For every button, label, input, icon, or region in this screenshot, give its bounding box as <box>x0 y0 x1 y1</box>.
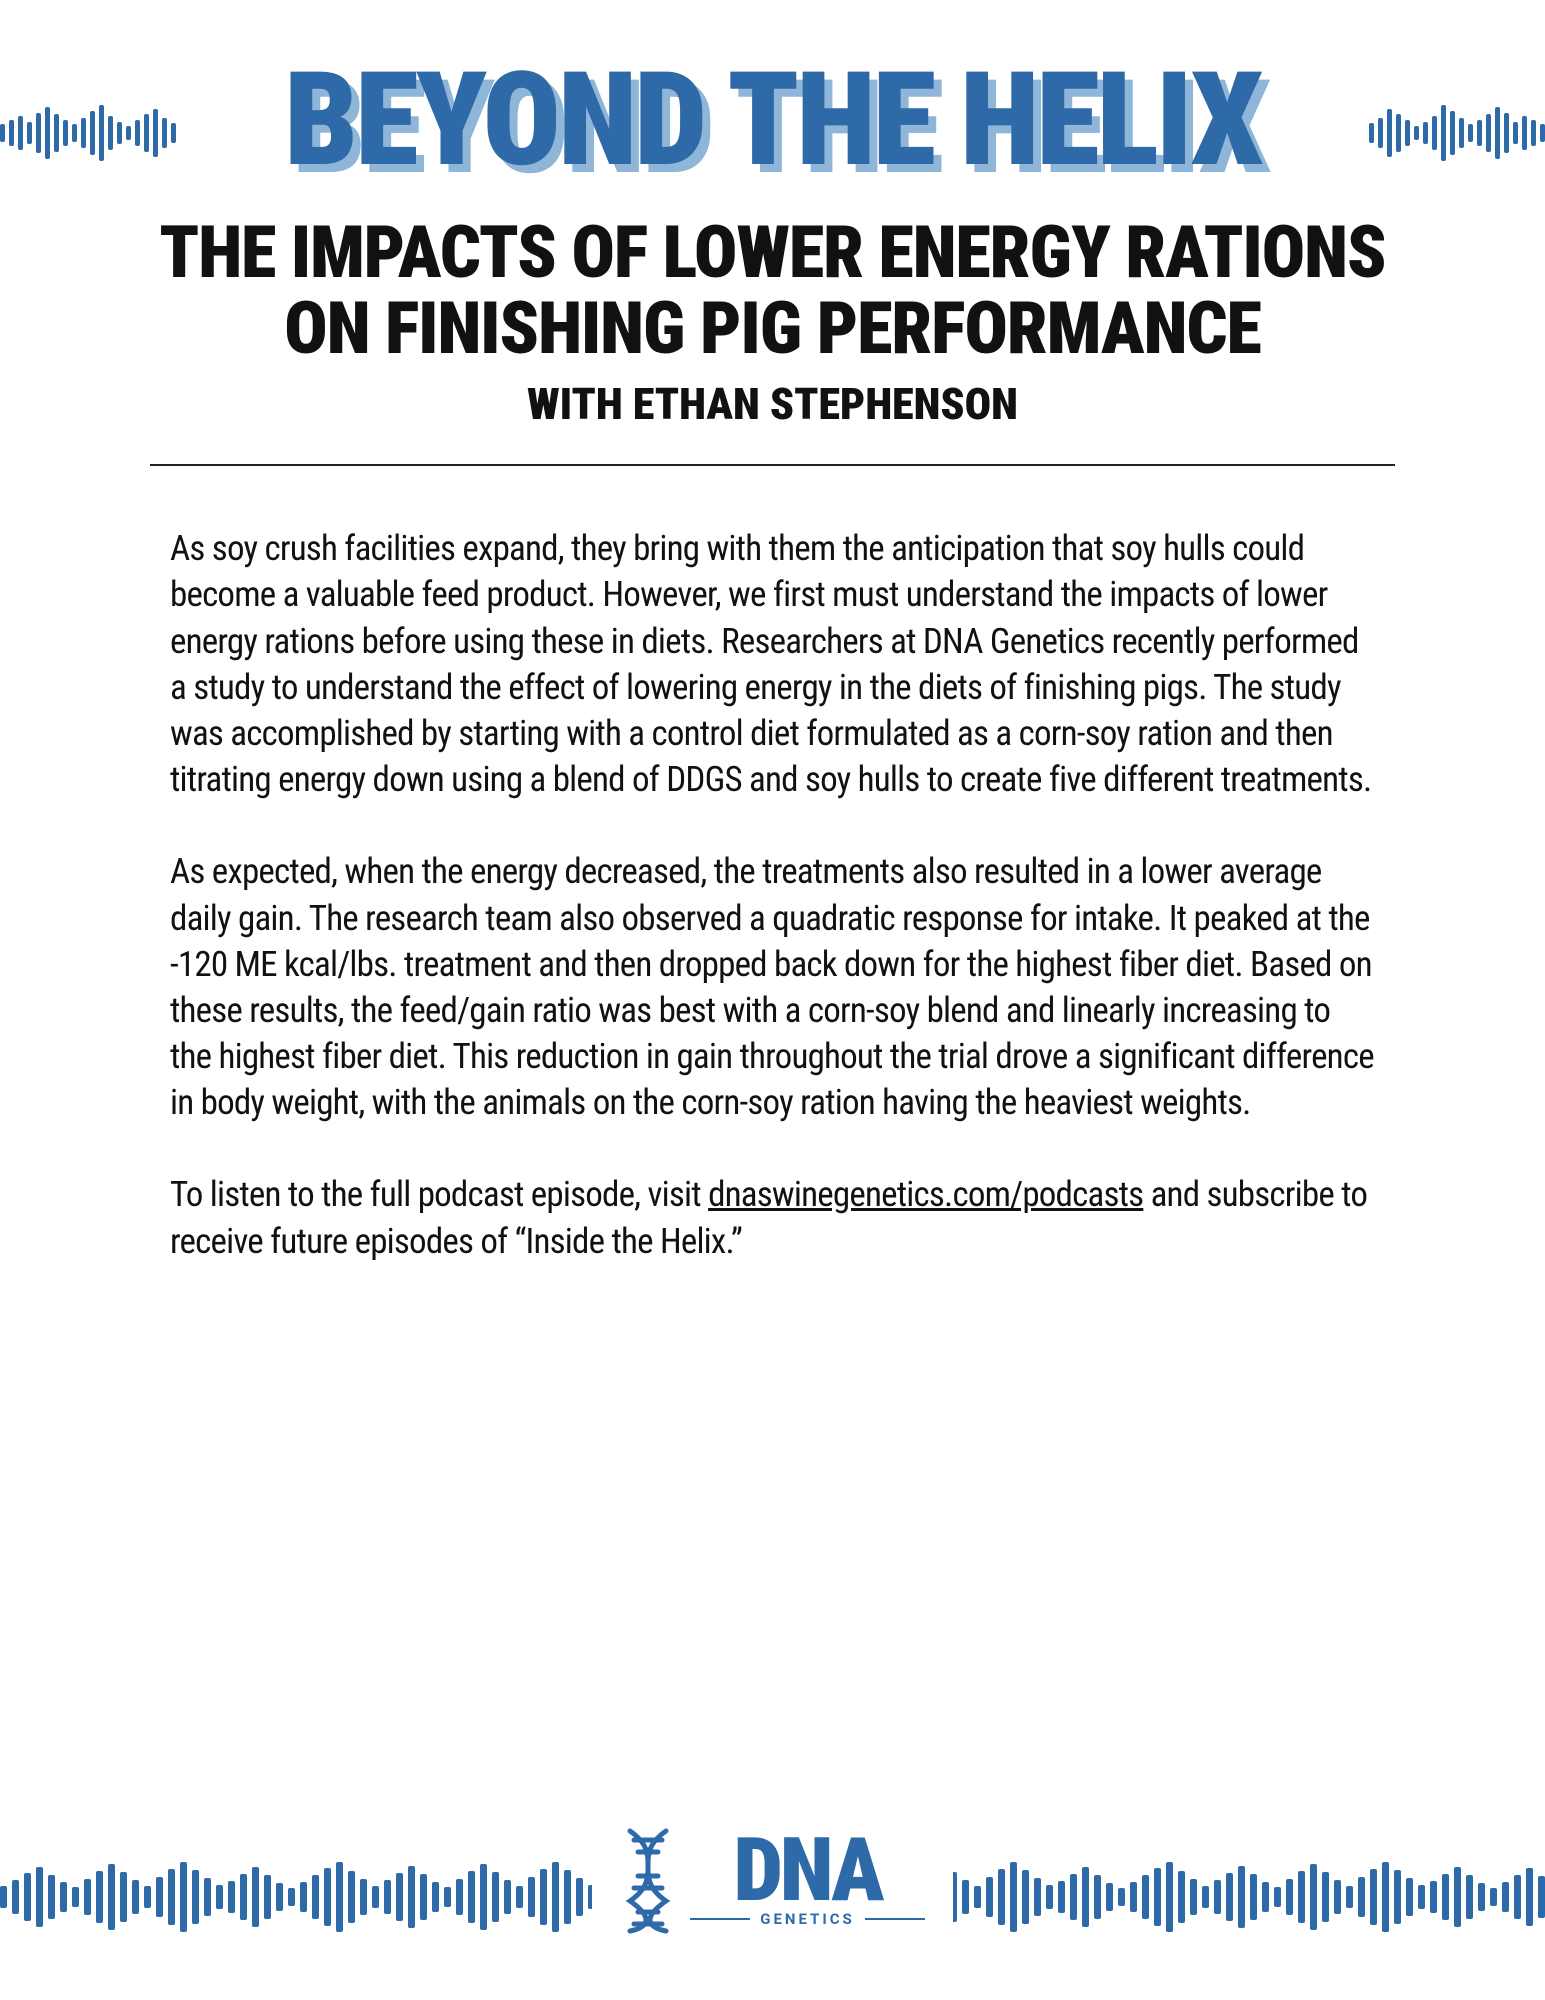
cta-pre: To listen to the full podcast episode, v… <box>170 1174 708 1215</box>
article-byline: WITH ETHAN STEPHENSON <box>100 378 1445 430</box>
footer: DNA GENETICS <box>0 1826 1545 1940</box>
logo-main-text: DNA <box>733 1834 881 1909</box>
banner-title: BEYOND THE HELIX BEYOND THE HELIX <box>284 55 1260 185</box>
helix-icon <box>620 1826 676 1936</box>
soundwave-top-right <box>1369 105 1545 161</box>
article-title-line1: THE IMPACTS OF LOWER ENERGY RATIONS <box>159 210 1385 295</box>
article-title: THE IMPACTS OF LOWER ENERGY RATIONS ON F… <box>100 215 1445 366</box>
paragraph-1: As soy crush facilities expand, they bri… <box>170 526 1375 803</box>
paragraph-2: As expected, when the energy decreased, … <box>170 849 1375 1126</box>
article-title-line2: ON FINISHING PIG PERFORMANCE <box>284 286 1260 371</box>
paragraph-cta: To listen to the full podcast episode, v… <box>170 1172 1375 1264</box>
dna-genetics-logo: DNA GENETICS <box>592 1826 953 1936</box>
logo-sub-text: GENETICS <box>690 1910 925 1928</box>
soundwave-top-left <box>0 105 176 161</box>
top-banner: BEYOND THE HELIX BEYOND THE HELIX <box>0 0 1545 185</box>
banner-title-text: BEYOND THE HELIX <box>284 55 1260 185</box>
article-body: As soy crush facilities expand, they bri… <box>0 466 1545 1265</box>
logo-text: DNA GENETICS <box>690 1834 925 1929</box>
headline-block: THE IMPACTS OF LOWER ENERGY RATIONS ON F… <box>0 215 1545 430</box>
podcast-link[interactable]: dnaswinegenetics.com/podcasts <box>708 1174 1143 1215</box>
